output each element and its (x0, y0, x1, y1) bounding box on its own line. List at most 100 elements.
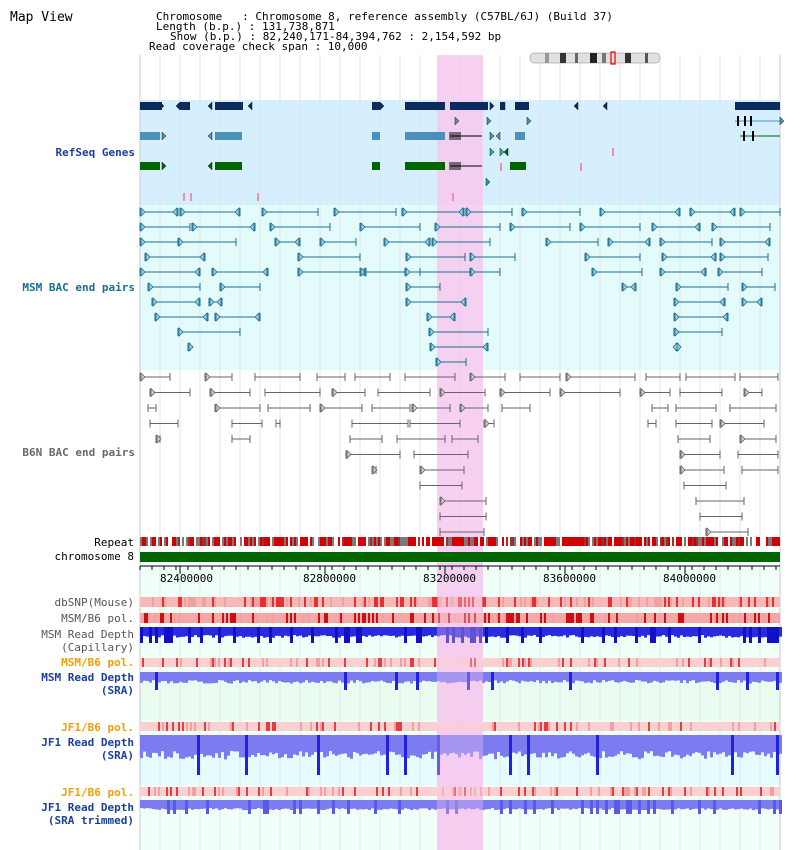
heat-cell (374, 787, 376, 796)
heat-cell (418, 787, 420, 796)
repeat-block (712, 537, 714, 546)
heat-cell (446, 613, 448, 623)
heat-cell (330, 787, 332, 796)
heat-cell (372, 597, 374, 607)
read-depth-bar (776, 627, 779, 643)
heat-cell (724, 787, 726, 796)
repeat-block (240, 537, 242, 546)
repeat-block (348, 537, 350, 546)
heat-cell (632, 597, 634, 607)
read-depth-bar (707, 672, 710, 682)
repeat-block (466, 537, 468, 546)
read-depth-bar (188, 735, 191, 757)
read-depth-bar (332, 627, 335, 638)
heat-cell (432, 722, 434, 731)
heat-cell (460, 658, 462, 667)
read-depth-bar (617, 735, 620, 755)
heat-cell (282, 597, 284, 607)
heat-cell (414, 658, 416, 667)
heat-cell (296, 613, 298, 623)
refseq-genes-label[interactable]: RefSeq Genes (55, 146, 135, 159)
read-depth-bar (716, 672, 719, 690)
read-depth-bar (275, 627, 278, 636)
read-depth-bar (362, 800, 365, 810)
repeat-block (454, 537, 456, 546)
heat-cell (754, 613, 756, 623)
heat-cell (602, 722, 604, 731)
heat-cell (414, 597, 416, 607)
bac-end-arrow (466, 207, 472, 217)
heat-cell (170, 722, 172, 731)
repeat-block (528, 537, 530, 546)
heat-cell (390, 787, 392, 796)
heat-cell (706, 722, 708, 731)
read-depth-bar (140, 735, 143, 759)
heat-cell (140, 597, 142, 607)
heat-cell (756, 613, 758, 623)
repeat-block (734, 537, 736, 546)
heat-cell (430, 658, 432, 667)
read-depth-bar (653, 627, 656, 643)
msm-bac-label[interactable]: MSM BAC end pairs (22, 281, 135, 294)
heat-cell (302, 722, 304, 731)
read-depth-bar (566, 672, 569, 682)
heat-cell (260, 787, 262, 796)
bac-end-arrow (320, 237, 326, 247)
heat-cell (618, 613, 620, 623)
strand-arrow (207, 101, 213, 111)
repeat-block (188, 537, 190, 546)
read-depth-bar (476, 800, 479, 809)
heat-cell (218, 613, 220, 623)
heat-cell (448, 613, 450, 623)
heat-cell (730, 658, 732, 667)
repeat-block (274, 537, 276, 546)
heat-cell (144, 658, 146, 667)
heat-cell (634, 787, 636, 796)
heat-cell (532, 613, 534, 623)
heat-cell (638, 658, 640, 667)
read-depth-bar (425, 800, 428, 809)
read-depth-bar (626, 800, 629, 814)
heat-cell (678, 613, 680, 623)
heat-cell (180, 613, 182, 623)
heat-cell (388, 597, 390, 607)
read-depth-bar (395, 735, 398, 755)
heat-cell (538, 597, 540, 607)
bac-end-arrow (660, 267, 666, 277)
heat-cell (186, 597, 188, 607)
heat-cell (220, 597, 222, 607)
read-depth-bar (221, 627, 224, 638)
read-depth-bar (572, 735, 575, 754)
heat-cell (140, 658, 142, 667)
repeat-block (660, 537, 662, 546)
read-depth-bar (353, 800, 356, 809)
heat-cell (190, 787, 192, 796)
repeat-block (498, 537, 500, 546)
repeat-block (564, 537, 566, 546)
heat-cell (776, 787, 778, 796)
read-depth-bar (536, 735, 539, 758)
repeat-block (618, 537, 620, 546)
read-depth-bar (524, 627, 527, 638)
read-depth-bar (263, 735, 266, 756)
read-depth-bar (596, 672, 599, 683)
read-depth-bar (500, 800, 503, 814)
heat-cell (732, 658, 734, 667)
heat-cell (450, 613, 452, 623)
heat-cell (432, 613, 434, 623)
heat-cell (518, 613, 520, 623)
heat-cell (740, 787, 742, 796)
heat-cell (162, 787, 164, 796)
bac-end-arrow (140, 237, 146, 247)
read-depth-bar (230, 627, 233, 636)
read-depth-bar (335, 672, 338, 684)
read-depth-bar (473, 735, 476, 752)
read-depth-bar (527, 627, 530, 636)
heat-cell (524, 722, 526, 731)
heat-cell (674, 722, 676, 731)
read-depth-bar (593, 627, 596, 637)
heat-cell (150, 658, 152, 667)
b6n-bac-label[interactable]: B6N BAC end pairs (22, 446, 135, 459)
heat-cell (422, 787, 424, 796)
